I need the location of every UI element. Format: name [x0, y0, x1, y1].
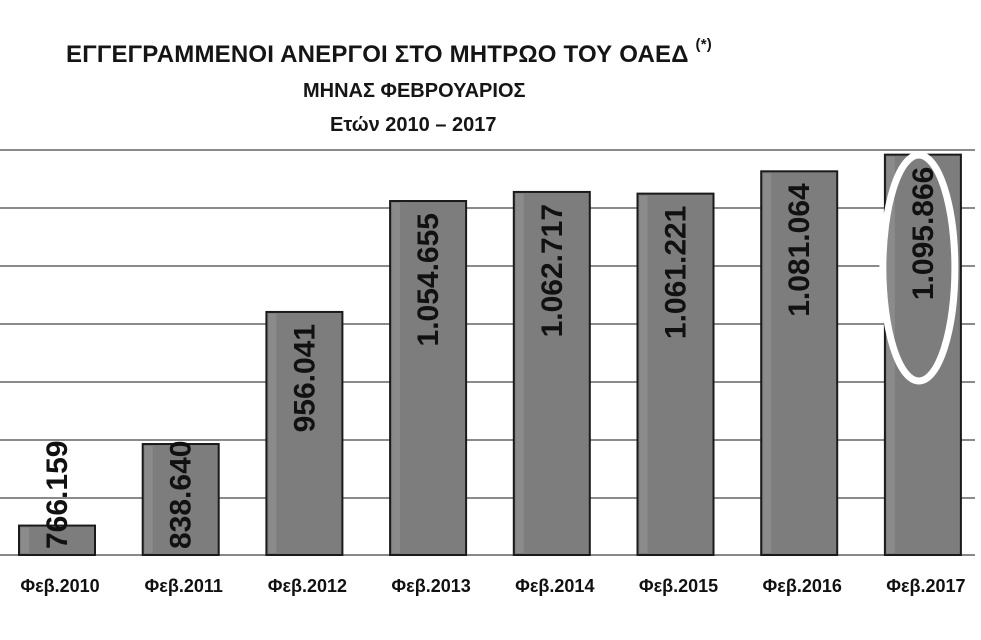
chart-years: Ετών 2010 – 2017: [330, 114, 497, 136]
x-tick-label: Φεβ.2015: [639, 576, 718, 596]
bar: [18, 524, 96, 556]
value-labels: 766.159 838.640 956.041 1.054.655 1.062.717 1…: [41, 151, 959, 549]
x-tick-label: Φεβ.2010: [20, 576, 99, 596]
bar-highlight: [268, 313, 277, 553]
chart-subtitle: ΜΗΝΑΣ ΦΕΒΡΟΥΑΡΙΟΣ: [303, 80, 526, 102]
chart-title-text: ΕΓΓΕΓΡΑΜΜΕΝΟΙ ΑΝΕΡΓΟΙ ΣΤΟ ΜΗΤΡΩΟ ΤΟΥ ΟΑΕ…: [66, 41, 689, 68]
bar: [141, 443, 220, 556]
bars: [18, 153, 962, 557]
bar-highlight: [639, 195, 648, 553]
footnote-mark: (*): [695, 36, 712, 53]
x-tick-label: Φεβ.2013: [391, 576, 470, 596]
x-tick-label: Φεβ.2016: [763, 576, 842, 596]
bar-highlight: [144, 446, 153, 553]
x-tick-label: Φεβ.2011: [145, 576, 223, 596]
bar-highlight: [392, 203, 401, 553]
bar: [389, 200, 468, 556]
value-label: 1.081.064: [783, 183, 816, 317]
chart-title: ΕΓΓΕΓΡΑΜΜΕΝΟΙ ΑΝΕΡΓΟΙ ΣΤΟ ΜΗΤΡΩΟ ΤΟΥ ΟΑΕ…: [66, 36, 712, 69]
bar-highlight: [886, 156, 895, 553]
bar-highlight: [515, 193, 524, 554]
x-tick-label: Φεβ.2017: [886, 576, 965, 596]
bar: [265, 310, 344, 557]
value-label: 1.095.866: [907, 167, 940, 300]
value-label: 838.640: [165, 441, 198, 549]
bar: [636, 192, 715, 556]
bar: [512, 190, 591, 556]
value-label: 1.062.717: [536, 204, 569, 337]
highlight-ring: [879, 151, 959, 385]
x-tick-label: Φεβ.2012: [268, 576, 347, 596]
x-tick-labels: Φεβ.2010 Φεβ.2011 Φεβ.2012 Φεβ.2013 Φεβ.2014…: [20, 576, 965, 596]
bar-highlight: [21, 527, 29, 553]
chart-title-block: ΕΓΓΕΓΡΑΜΜΕΝΟΙ ΑΝΕΡΓΟΙ ΣΤΟ ΜΗΤΡΩΟ ΤΟΥ ΟΑΕ…: [0, 30, 981, 140]
bar-highlight: [763, 173, 772, 554]
value-label: 1.061.221: [660, 206, 693, 339]
value-label: 766.159: [41, 441, 74, 549]
x-tick-label: Φεβ.2014: [515, 576, 594, 596]
value-label: 956.041: [288, 324, 321, 432]
bar: [760, 170, 839, 556]
value-label: 1.054.655: [412, 213, 445, 346]
